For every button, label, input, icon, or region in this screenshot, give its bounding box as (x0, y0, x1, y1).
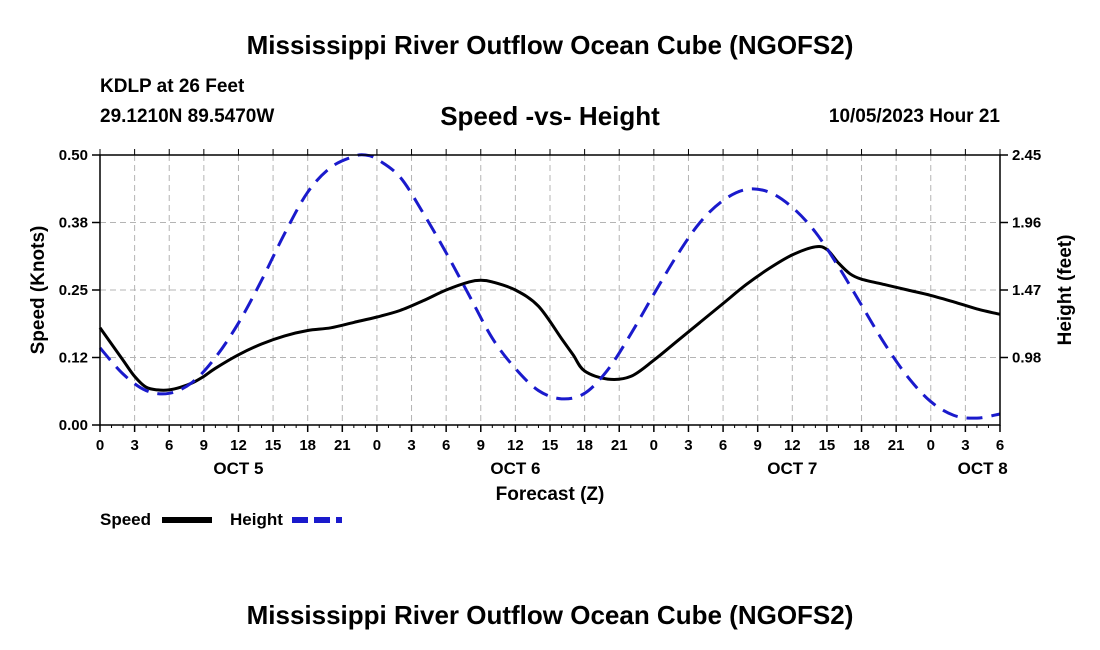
axes: 0 3 6 9 12 15 18 21 0 3 6 9 12 15 18 21 0 3 6 9 12 15 18 21 0 3 6 0… (59, 147, 1041, 478)
x-tick-label: 21 (334, 437, 351, 454)
series-layer (98, 153, 1001, 420)
day-label: OCT 6 (490, 459, 540, 478)
y2-axis-label: Height (feet) (1055, 235, 1076, 346)
y-tick-label: 0.00 (59, 417, 88, 434)
main-title: Mississippi River Outflow Ocean Cube (NG… (246, 30, 854, 60)
y-tick-label: 0.38 (59, 215, 88, 232)
x-tick-label: 0 (650, 437, 658, 454)
x-tick-label: 18 (299, 437, 316, 454)
x-tick-label: 9 (200, 437, 208, 454)
x-tick-label: 6 (719, 437, 727, 454)
y-tick-label: 0.25 (59, 282, 88, 299)
y2-tick-label: 1.47 (1012, 282, 1041, 299)
x-tick-label: 15 (819, 437, 836, 454)
y2-tick-label: 0.98 (1012, 350, 1041, 367)
x-tick-label: 18 (853, 437, 870, 454)
x-tick-label: 12 (507, 437, 524, 454)
footer-title: Mississippi River Outflow Ocean Cube (NG… (246, 600, 854, 630)
station-label: KDLP at 26 Feet (100, 76, 245, 97)
x-tick-label: 9 (754, 437, 762, 454)
grid (100, 154, 1000, 425)
x-tick-label: 0 (373, 437, 381, 454)
x-axis-label: Forecast (Z) (496, 484, 605, 505)
day-label: OCT 8 (958, 459, 1008, 478)
x-tick-label: 3 (684, 437, 692, 454)
x-tick-label: 0 (96, 437, 104, 454)
x-tick-label: 21 (611, 437, 628, 454)
x-tick-label: 9 (477, 437, 485, 454)
x-tick-label: 6 (442, 437, 450, 454)
x-tick-label: 3 (407, 437, 415, 454)
x-tick-label: 12 (230, 437, 247, 454)
x-tick-label: 12 (784, 437, 801, 454)
y2-tick-label: 2.45 (1012, 147, 1041, 164)
x-tick-label: 21 (888, 437, 905, 454)
x-tick-label: 0 (927, 437, 935, 454)
x-tick-label: 3 (961, 437, 969, 454)
x-tick-label: 6 (165, 437, 173, 454)
series-height-line (98, 153, 1001, 420)
y-tick-label: 0.12 (59, 350, 88, 367)
x-tick-label: 15 (542, 437, 559, 454)
day-label: OCT 5 (213, 459, 263, 478)
y-tick-label: 0.50 (59, 147, 88, 164)
x-tick-label: 6 (996, 437, 1004, 454)
legend-speed-label: Speed (100, 510, 151, 529)
legend: Speed Height (100, 510, 342, 529)
forecast-datetime: 10/05/2023 Hour 21 (828, 106, 1000, 127)
x-tick-label: 18 (576, 437, 593, 454)
x-tick-label: 15 (265, 437, 282, 454)
y-axis-label: Speed (Knots) (28, 226, 49, 355)
chart-subtitle: Speed -vs- Height (440, 101, 660, 131)
legend-height-label: Height (230, 510, 283, 529)
day-label: OCT 7 (767, 459, 817, 478)
x-tick-label: 3 (130, 437, 138, 454)
y2-tick-label: 1.96 (1012, 215, 1041, 232)
coordinates-label: 29.1210N 89.5470W (100, 106, 275, 127)
